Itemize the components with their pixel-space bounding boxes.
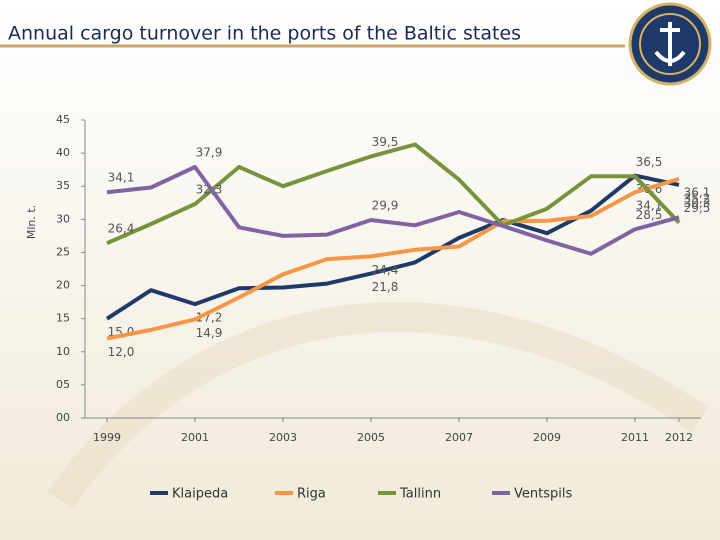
x-tick-label: 2007	[445, 431, 473, 444]
logo	[628, 2, 712, 86]
series-line	[106, 165, 680, 256]
y-axis-label: Mln. t.	[25, 205, 38, 239]
data-label: 35,2	[684, 191, 711, 205]
legend-label: Ventspils	[514, 487, 572, 502]
data-label: 30,3	[684, 196, 711, 210]
x-tick-label: 2009	[533, 431, 561, 444]
data-label: 29,9	[372, 198, 399, 212]
decoration	[47, 302, 709, 509]
data-label: 34,1	[108, 171, 135, 185]
chart-title: Annual cargo turnover in the ports of th…	[8, 23, 521, 45]
x-tick-label: 2001	[181, 431, 209, 444]
y-tick-label: 25	[56, 245, 70, 258]
data-label: 26,4	[108, 222, 135, 236]
x-tick-label: 2012	[665, 431, 693, 444]
data-label: 12,0	[108, 345, 135, 359]
y-tick-label: 05	[56, 378, 70, 391]
x-tick-label: 2011	[621, 431, 649, 444]
data-label: 37,9	[196, 146, 223, 160]
y-tick-label: 00	[56, 411, 70, 424]
series-line	[105, 173, 680, 321]
series-line	[106, 176, 680, 341]
y-tick-label: 45	[56, 113, 70, 126]
x-tick-label: 1999	[93, 431, 121, 444]
x-tick-label: 2003	[269, 431, 297, 444]
y-tick-label: 15	[56, 312, 70, 325]
data-label: 28,5	[636, 208, 663, 222]
legend-label: Klaipeda	[172, 487, 228, 502]
y-tick-label: 40	[56, 146, 70, 159]
legend-label: Tallinn	[399, 487, 441, 502]
data-label: 39,5	[372, 135, 399, 149]
y-tick-label: 30	[56, 212, 70, 225]
legend-label: Riga	[297, 487, 326, 502]
y-tick-label: 10	[56, 345, 70, 358]
data-label: 29,5	[684, 201, 711, 215]
data-label: 36,5	[636, 155, 663, 169]
data-label: 36,1	[684, 185, 711, 199]
data-label: 34,1	[636, 199, 663, 213]
y-tick-label: 35	[56, 179, 70, 192]
data-label: 24,4	[372, 263, 399, 277]
x-tick-label: 2005	[357, 431, 385, 444]
series-line	[106, 142, 681, 246]
y-tick-label: 20	[56, 279, 70, 292]
data-label: 14,9	[196, 326, 223, 340]
data-label: 21,8	[372, 280, 399, 294]
